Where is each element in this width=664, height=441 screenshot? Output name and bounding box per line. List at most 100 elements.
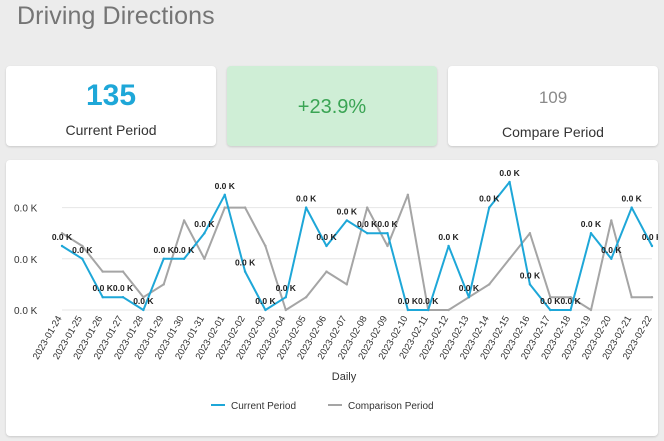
data-point-current-period: [345, 219, 349, 222]
data-label: 0.0 K: [133, 296, 154, 306]
data-label: 0.0 K: [235, 258, 256, 268]
change-percent-value: +23.9%: [297, 96, 367, 118]
data-point-current-period: [101, 296, 104, 299]
data-point-current-period: [142, 308, 145, 312]
data-label: 0.0 K: [479, 194, 500, 204]
data-label: 0.0 K: [377, 219, 398, 229]
data-point-comparison-period: [549, 296, 552, 299]
data-point-comparison-period: [304, 296, 308, 299]
data-point-current-period: [610, 257, 613, 260]
data-label: 0.0 K: [52, 232, 73, 242]
data-point-comparison-period: [365, 206, 369, 209]
data-point-current-period: [223, 193, 226, 196]
legend-label: Current Period: [231, 401, 296, 412]
data-label: 0.0 K: [215, 181, 236, 191]
y-tick-label: 0.0 K: [14, 306, 38, 317]
data-label: 0.0 K: [499, 168, 520, 178]
legend-label: Comparison Period: [348, 401, 434, 412]
data-point-current-period: [121, 296, 125, 299]
data-point-current-period: [304, 206, 308, 209]
data-point-current-period: [365, 232, 369, 235]
data-point-comparison-period: [243, 206, 247, 209]
data-point-comparison-period: [406, 193, 410, 196]
data-point-comparison-period: [60, 232, 64, 235]
data-point-current-period: [549, 308, 552, 312]
data-point-current-period: [650, 244, 654, 248]
data-point-comparison-period: [345, 283, 349, 286]
data-point-comparison-period: [325, 270, 328, 273]
data-point-current-period: [427, 308, 430, 312]
data-point-comparison-period: [182, 219, 186, 222]
data-label: 0.0 K: [438, 232, 459, 242]
data-point-current-period: [569, 308, 572, 312]
data-point-current-period: [528, 283, 532, 286]
data-point-comparison-period: [610, 219, 613, 222]
data-label: 0.0 K: [357, 219, 378, 229]
data-point-current-period: [60, 244, 64, 248]
data-label: 0.0 K: [621, 194, 642, 204]
data-point-current-period: [467, 296, 471, 299]
data-label: 0.0 K: [642, 232, 658, 242]
data-point-comparison-period: [386, 244, 389, 248]
data-label: 0.0 K: [296, 194, 317, 204]
data-point-current-period: [162, 257, 165, 260]
data-point-comparison-period: [528, 232, 532, 235]
data-label: 0.0 K: [93, 283, 114, 293]
data-label: 0.0 K: [398, 296, 419, 306]
data-point-current-period: [243, 270, 247, 273]
data-point-comparison-period: [81, 244, 84, 248]
data-point-comparison-period: [589, 308, 593, 312]
data-label: 0.0 K: [316, 232, 337, 242]
data-point-comparison-period: [142, 296, 145, 299]
data-point-current-period: [264, 308, 267, 312]
x-axis-title: Daily: [332, 371, 357, 383]
data-label: 0.0 K: [174, 245, 195, 255]
data-label: 0.0 K: [72, 245, 93, 255]
data-label: 0.0 K: [540, 296, 561, 306]
data-label: 0.0 K: [255, 296, 276, 306]
current-period-value: 135: [85, 79, 137, 112]
compare-period-label: Compare Period: [502, 124, 604, 140]
data-point-current-period: [325, 244, 328, 248]
data-point-comparison-period: [630, 296, 633, 299]
data-point-comparison-period: [508, 257, 511, 260]
data-point-comparison-period: [223, 206, 226, 209]
data-point-comparison-period: [447, 308, 450, 312]
series-line-comparison-period: [61, 193, 652, 311]
page-title: Driving Directions: [17, 2, 215, 30]
data-label: 0.0 K: [276, 283, 297, 293]
data-point-current-period: [488, 206, 491, 209]
series-line-current-period: [61, 181, 653, 311]
data-point-current-period: [508, 180, 511, 184]
data-point-current-period: [386, 232, 389, 235]
data-label: 0.0 K: [154, 245, 175, 255]
chart-card: 0.0 K 0.0 K 0.0 K 0.0 K 0.0 K 0.0 K 0.0 K 0.0 …: [6, 160, 663, 436]
data-label: 0.0 K: [337, 206, 358, 216]
data-label: 0.0 K: [459, 283, 480, 293]
data-point-comparison-period: [121, 270, 125, 273]
compare-period-value: 109: [538, 88, 568, 107]
data-point-current-period: [182, 257, 186, 260]
data-point-comparison-period: [284, 308, 287, 312]
data-label: 0.0 K: [601, 245, 622, 255]
data-point-comparison-period: [650, 296, 654, 299]
data-point-current-period: [447, 244, 450, 248]
data-point-current-period: [284, 296, 287, 299]
data-point-current-period: [630, 206, 633, 209]
data-point-comparison-period: [101, 270, 104, 273]
line-chart: 0.0 K0.0 K0.0 K 0.0 K0.0 K0.0 K 0.0 K0.0 …: [14, 168, 663, 412]
y-tick-label: 0.0 K: [14, 204, 38, 215]
data-label: 0.0 K: [113, 283, 134, 293]
data-point-comparison-period: [569, 296, 572, 299]
data-label: 0.0 K: [418, 296, 439, 306]
data-point-current-period: [203, 232, 206, 235]
data-label: 0.0 K: [560, 296, 581, 306]
legend: Current Period Comparison Period: [211, 401, 434, 412]
current-period-label: Current Period: [65, 122, 157, 138]
data-label: 0.0 K: [194, 219, 215, 229]
kpi-change-card: +23.9%: [227, 66, 437, 146]
data-point-comparison-period: [203, 257, 206, 260]
data-label: 0.0 K: [581, 219, 602, 229]
data-point-comparison-period: [488, 283, 491, 286]
y-tick-label: 0.0 K: [14, 255, 38, 266]
